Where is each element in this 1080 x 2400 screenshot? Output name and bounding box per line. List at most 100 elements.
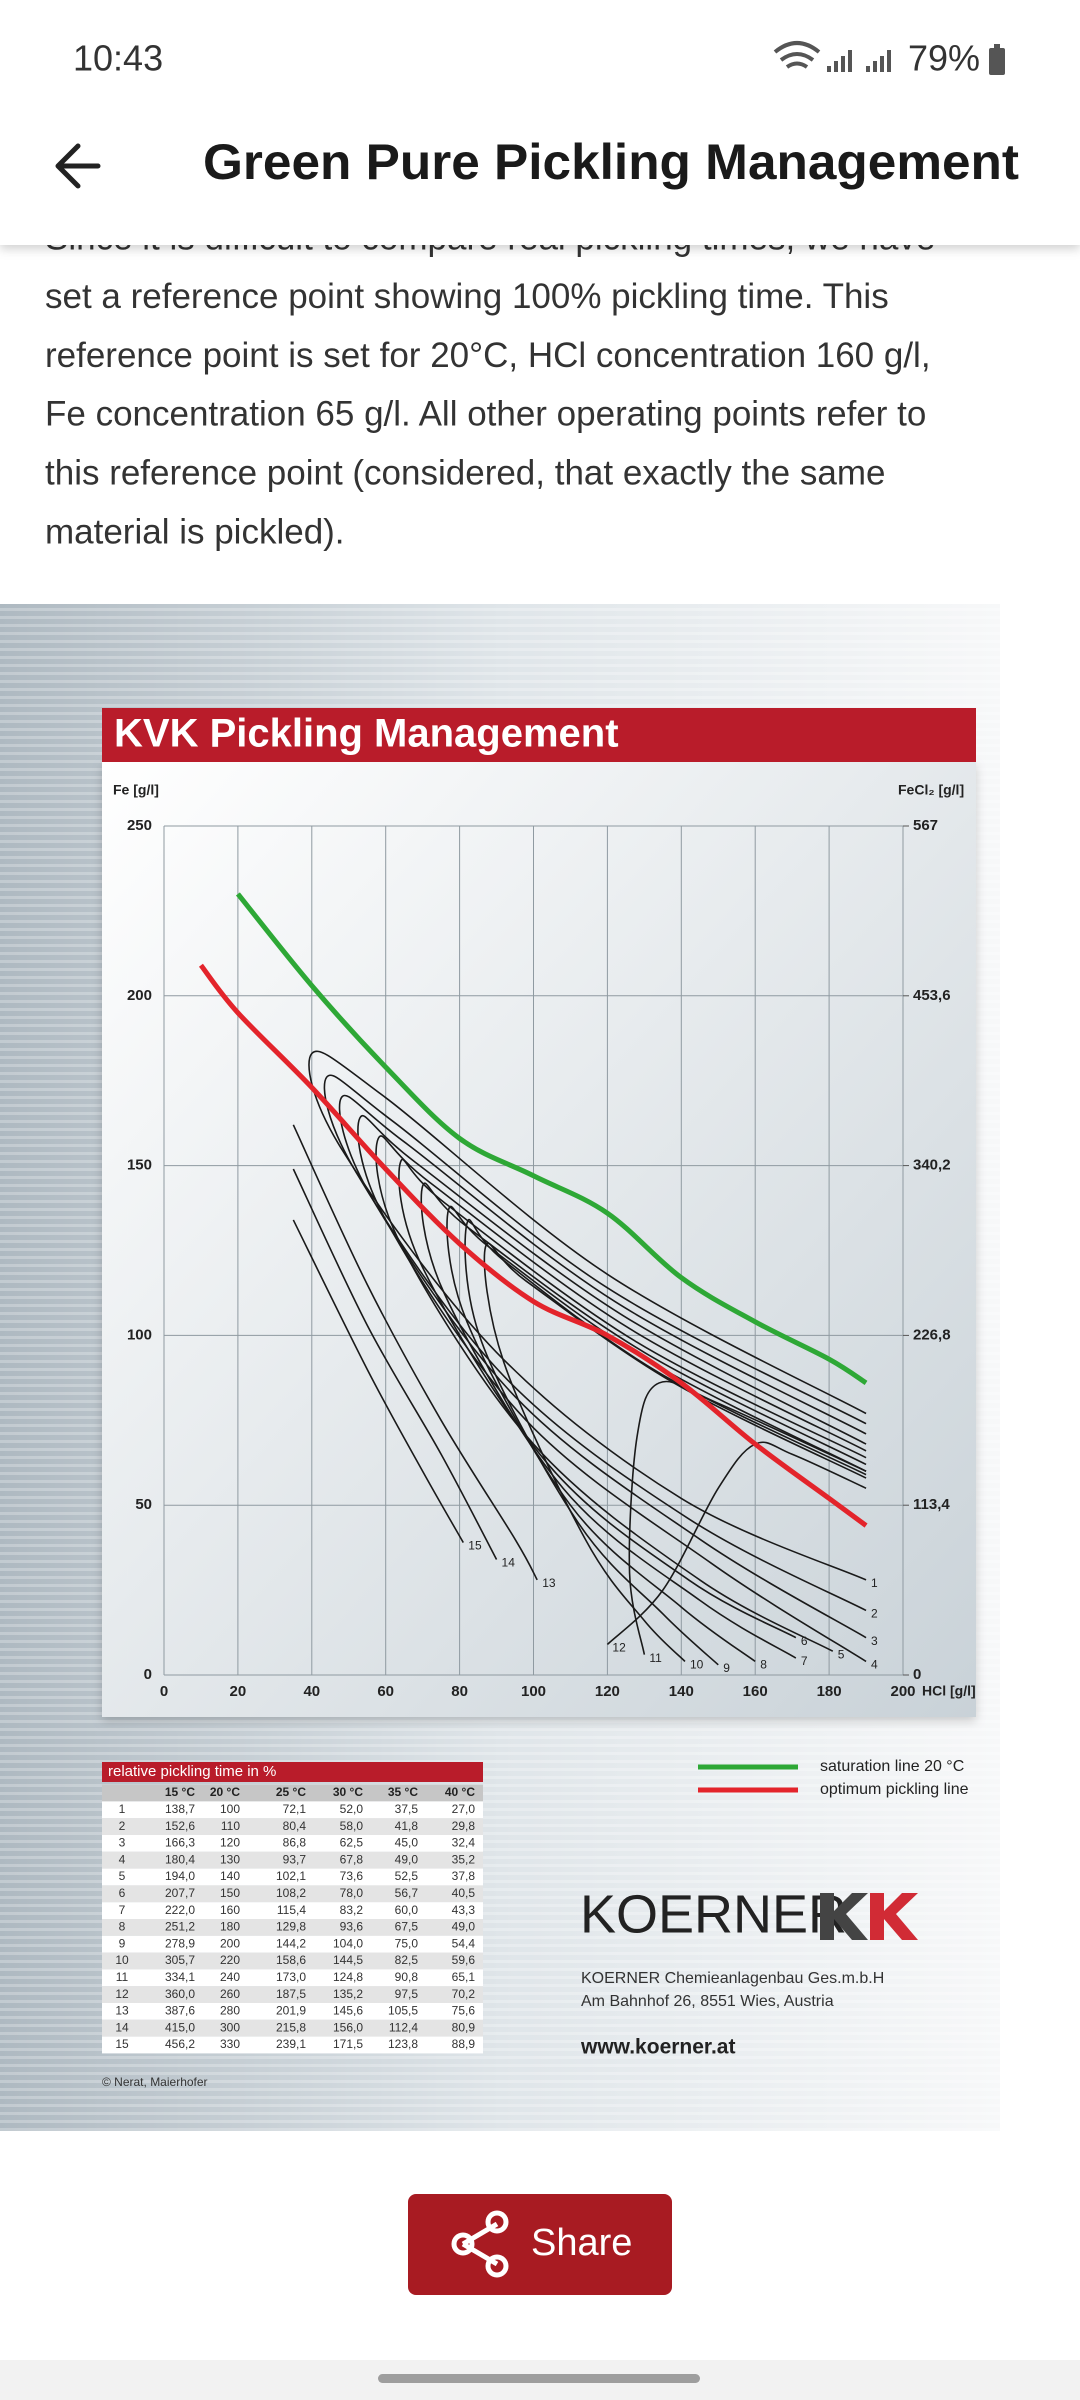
- contour-line: [628, 1380, 867, 1655]
- table-cell: 37,5: [395, 1802, 419, 1816]
- table-row: [102, 1818, 483, 1835]
- contour-label: 2: [871, 1607, 878, 1621]
- table-cell: 194,0: [165, 1869, 195, 1883]
- y2-tick-label: 0: [913, 1666, 921, 1683]
- x-axis-label: HCl [g/l]: [922, 1683, 976, 1699]
- y2-tick-label: 226,8: [913, 1326, 951, 1343]
- table-cell: 54,4: [452, 1936, 476, 1950]
- contour-line: [323, 1074, 867, 1612]
- share-button-background[interactable]: [408, 2194, 672, 2295]
- table-cell: 52,0: [340, 1802, 364, 1816]
- contour-label: 6: [801, 1634, 808, 1648]
- contour-label: 3: [871, 1634, 878, 1648]
- table-cell: 171,5: [333, 2037, 363, 2051]
- table-cell: 49,0: [395, 1852, 419, 1866]
- y2-axis-label: FeCl₂ [g/l]: [898, 782, 964, 798]
- table-cell: 387,6: [165, 2004, 195, 2018]
- table-row: [102, 1835, 483, 1852]
- x-tick-label: 180: [817, 1683, 842, 1700]
- table-cell: 140: [220, 1869, 240, 1883]
- table-cell: 49,0: [452, 1920, 476, 1934]
- table-row-index: 11: [116, 1970, 129, 1984]
- table-row: [102, 2036, 483, 2054]
- contour-label: 11: [649, 1651, 662, 1665]
- table-row-index: 1: [119, 1802, 126, 1816]
- table-row: [102, 2003, 483, 2020]
- table-row: [102, 1801, 483, 1819]
- table-row: [102, 1919, 483, 1936]
- contour-line: [464, 1218, 867, 1666]
- plot: 0 20 40 60 80 100 120 140 160 180 2000501001502002…: [127, 817, 951, 1700]
- table-column-header: 25 °C: [276, 1785, 306, 1799]
- table-cell: 60,0: [395, 1903, 419, 1917]
- table-row-index: 10: [115, 1953, 129, 1967]
- battery-icon: [989, 48, 1005, 75]
- table-cell: 88,9: [452, 2037, 476, 2051]
- table-cell: 41,8: [395, 1819, 419, 1833]
- contour-label: 5: [838, 1647, 845, 1661]
- legend-label: saturation line 20 °C: [820, 1758, 964, 1775]
- table-cell: 300: [220, 2020, 240, 2034]
- table-cell: 152,6: [165, 1819, 195, 1833]
- contour-label: 7: [801, 1654, 808, 1668]
- status-time: 10:43: [73, 38, 163, 79]
- app-header: 10:43 79% Green Pure Pickling Management: [0, 0, 1080, 245]
- contour-line: [308, 1050, 867, 1581]
- table-cell: 220: [220, 1953, 240, 1967]
- home-indicator[interactable]: [378, 2374, 700, 2383]
- table-column-header: 35 °C: [388, 1785, 418, 1799]
- y-tick-label: 0: [144, 1666, 152, 1683]
- table-column-header: 15 °C: [165, 1785, 195, 1799]
- table-cell: 102,1: [276, 1869, 306, 1883]
- table-row: [102, 1885, 483, 1903]
- table-cell: 160: [220, 1903, 240, 1917]
- back-button[interactable]: [55, 143, 101, 189]
- table-cell: 260: [220, 1987, 240, 2001]
- contour-label: 10: [690, 1658, 704, 1672]
- table-cell: 239,1: [276, 2037, 306, 2051]
- signal-icons: [827, 50, 891, 72]
- contour-label: 13: [542, 1576, 556, 1590]
- share-button[interactable]: Share: [408, 2194, 672, 2295]
- paragraph-line: set a reference point showing 100% pickl…: [45, 277, 889, 316]
- table-cell: 120: [220, 1836, 240, 1850]
- y2-tick-label: 453,6: [913, 987, 951, 1004]
- table-column-header: 20 °C: [210, 1785, 240, 1799]
- paragraph-line: reference point is set for 20°C, HCl con…: [45, 336, 931, 375]
- table-row-index: 15: [115, 2037, 129, 2051]
- table-cell: 35,2: [452, 1852, 476, 1866]
- table-cell: 75,6: [452, 2004, 476, 2018]
- table-cell: 97,5: [395, 1987, 419, 2001]
- table-cell: 75,0: [395, 1936, 419, 1950]
- table-row-index: 7: [119, 1903, 126, 1917]
- share-label[interactable]: Share: [531, 2222, 632, 2264]
- table-cell: 40,5: [452, 1886, 476, 1900]
- table-row: [102, 1986, 483, 2003]
- table-cell: 305,7: [165, 1953, 195, 1967]
- table-cell: 29,8: [452, 1819, 476, 1833]
- table-cell: 415,0: [165, 2020, 195, 2034]
- table-cell: 59,6: [452, 1953, 476, 1967]
- table-row: [102, 2019, 483, 2037]
- x-tick-label: 120: [595, 1683, 620, 1700]
- table-cell: 80,4: [283, 1819, 307, 1833]
- x-tick-label: 100: [521, 1683, 546, 1700]
- logo-k2: [870, 1893, 918, 1940]
- contour-line: [338, 1094, 867, 1639]
- table-cell: 56,7: [395, 1886, 419, 1900]
- y-axis-label: Fe [g/l]: [113, 782, 159, 798]
- table-row-index: 8: [119, 1920, 126, 1934]
- content: KVK Pickling Management Fe [g/l] FeCl₂ […: [0, 218, 1000, 2131]
- table-cell: 456,2: [165, 2037, 195, 2051]
- table-cell: 27,0: [452, 1802, 476, 1816]
- table-cell: 144,2: [276, 1936, 306, 1950]
- series-line: [198, 963, 868, 1528]
- company-logo: KOERNER: [580, 1884, 918, 1944]
- table-cell: 180: [220, 1920, 240, 1934]
- contour-line: [292, 1219, 464, 1543]
- table-cell: 65,1: [452, 1970, 476, 1984]
- table-cell: 251,2: [165, 1920, 195, 1934]
- table-title-bar: [102, 1762, 483, 1782]
- table-row-index: 6: [119, 1886, 126, 1900]
- contour-label: 14: [502, 1556, 516, 1570]
